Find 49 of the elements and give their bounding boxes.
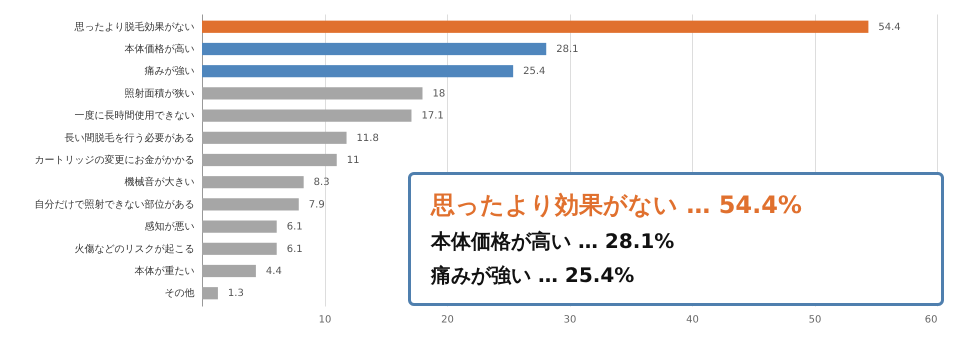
data-label: 54.4	[878, 22, 901, 33]
data-label: 7.9	[308, 199, 325, 210]
y-tick-label: 火傷などのリスクが起こる	[74, 242, 194, 255]
x-tick-label: 50	[808, 314, 822, 326]
bar	[202, 242, 277, 255]
y-tick-label: 自分だけで照射できない部位がある	[34, 198, 194, 210]
annotation: 思ったより効果がない … 54.4%	[431, 190, 803, 221]
x-tick-label: 40	[686, 314, 699, 326]
data-label: 6.1	[286, 244, 303, 255]
bar	[202, 198, 299, 211]
y-tick-label: 機械音が大きい	[124, 176, 194, 188]
x-tick-label: 30	[564, 314, 576, 326]
y-tick-label: カートリッジの変更にお金がかかる	[34, 154, 194, 166]
y-tick-label: 長い間脱毛を行う必要がある	[64, 132, 194, 144]
x-tick-label: 20	[441, 314, 454, 326]
bar	[202, 132, 347, 144]
data-label: 28.1	[556, 44, 578, 55]
bar	[202, 220, 277, 233]
bar	[202, 42, 546, 56]
bar	[202, 154, 337, 166]
data-label: 4.4	[266, 266, 282, 278]
data-label: 11.8	[356, 132, 379, 144]
y-tick-label: 痛みが強い	[144, 65, 194, 78]
y-tick-label: 思ったより脱毛効果がない	[74, 20, 194, 33]
data-label: 6.1	[286, 222, 303, 233]
bar	[202, 287, 218, 300]
bar	[202, 65, 514, 78]
data-label: 18	[432, 88, 446, 100]
bar	[202, 109, 412, 122]
y-tick-label: 一度に長時間使用できない	[74, 110, 194, 122]
data-label: 25.4	[523, 66, 546, 78]
data-label: 8.3	[314, 177, 330, 188]
y-tick-label: 感知が悪い	[144, 220, 194, 233]
x-tick-label: 10	[318, 314, 332, 326]
bar	[202, 176, 304, 188]
y-tick-label: 本体価格が高い	[124, 42, 194, 55]
y-tick-label: その他	[164, 287, 194, 300]
data-label: 17.1	[421, 110, 444, 122]
annotation: 本体価格が高い … 28.1%	[431, 228, 676, 255]
bar	[202, 87, 422, 100]
data-label: 1.3	[228, 288, 244, 300]
callout-box: 思ったより効果がない … 54.4% 本体価格が高い … 28.1% 痛みが強い … 25.4%	[408, 172, 944, 306]
y-tick-label: 照射面積が狭い	[124, 87, 194, 100]
x-tick-label: 60	[924, 314, 938, 326]
bar	[202, 20, 868, 33]
annotation: 痛みが強い … 25.4%	[431, 262, 636, 290]
data-label: 11	[346, 155, 360, 166]
y-tick-label: 本体が重たい	[134, 265, 194, 278]
bar	[202, 264, 256, 278]
